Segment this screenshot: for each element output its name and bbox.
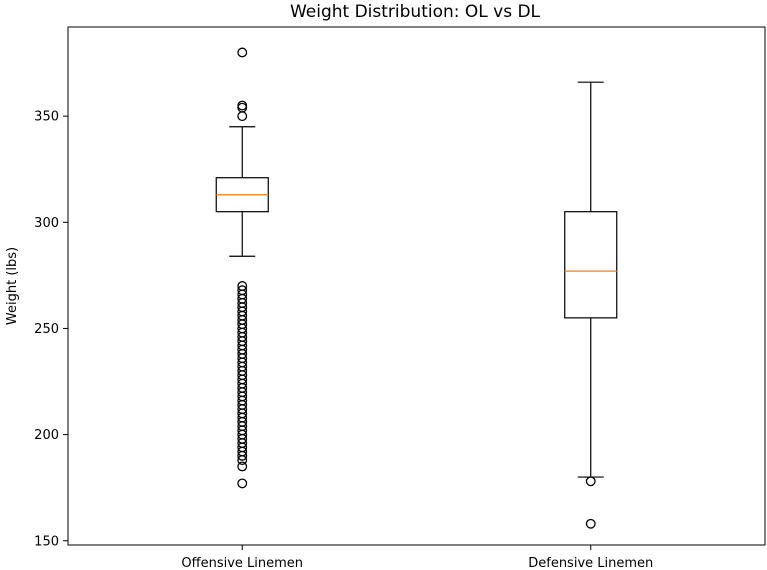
- outlier-point: [585, 518, 596, 529]
- y-tick-label: 300: [34, 216, 59, 231]
- x-tick-label: Defensive Linemen: [528, 556, 653, 570]
- box-group: [564, 81, 618, 529]
- box-group: [215, 47, 269, 489]
- y-tick-label: 350: [34, 110, 59, 125]
- outlier-point: [237, 461, 248, 472]
- outlier-point: [585, 476, 596, 487]
- outlier-point: [237, 47, 248, 58]
- outlier-point: [237, 450, 248, 461]
- box-series: [215, 47, 618, 529]
- outlier-point: [237, 111, 248, 122]
- y-axis-label: Weight (lbs): [5, 247, 20, 325]
- y-tick-label: 200: [34, 428, 59, 443]
- plot-frame: [67, 26, 766, 546]
- iqr-box: [564, 211, 618, 319]
- outlier-point: [237, 455, 248, 466]
- outlier-point: [237, 478, 248, 489]
- y-tick-label: 250: [34, 322, 59, 337]
- chart-title: Weight Distribution: OL vs DL: [290, 2, 541, 22]
- x-axis: Offensive Linemen Defensive Linemen: [181, 545, 653, 570]
- y-axis: 150 200 250 300 350: [34, 110, 68, 549]
- y-tick-label: 150: [34, 534, 59, 549]
- x-tick-label: Offensive Linemen: [181, 556, 303, 570]
